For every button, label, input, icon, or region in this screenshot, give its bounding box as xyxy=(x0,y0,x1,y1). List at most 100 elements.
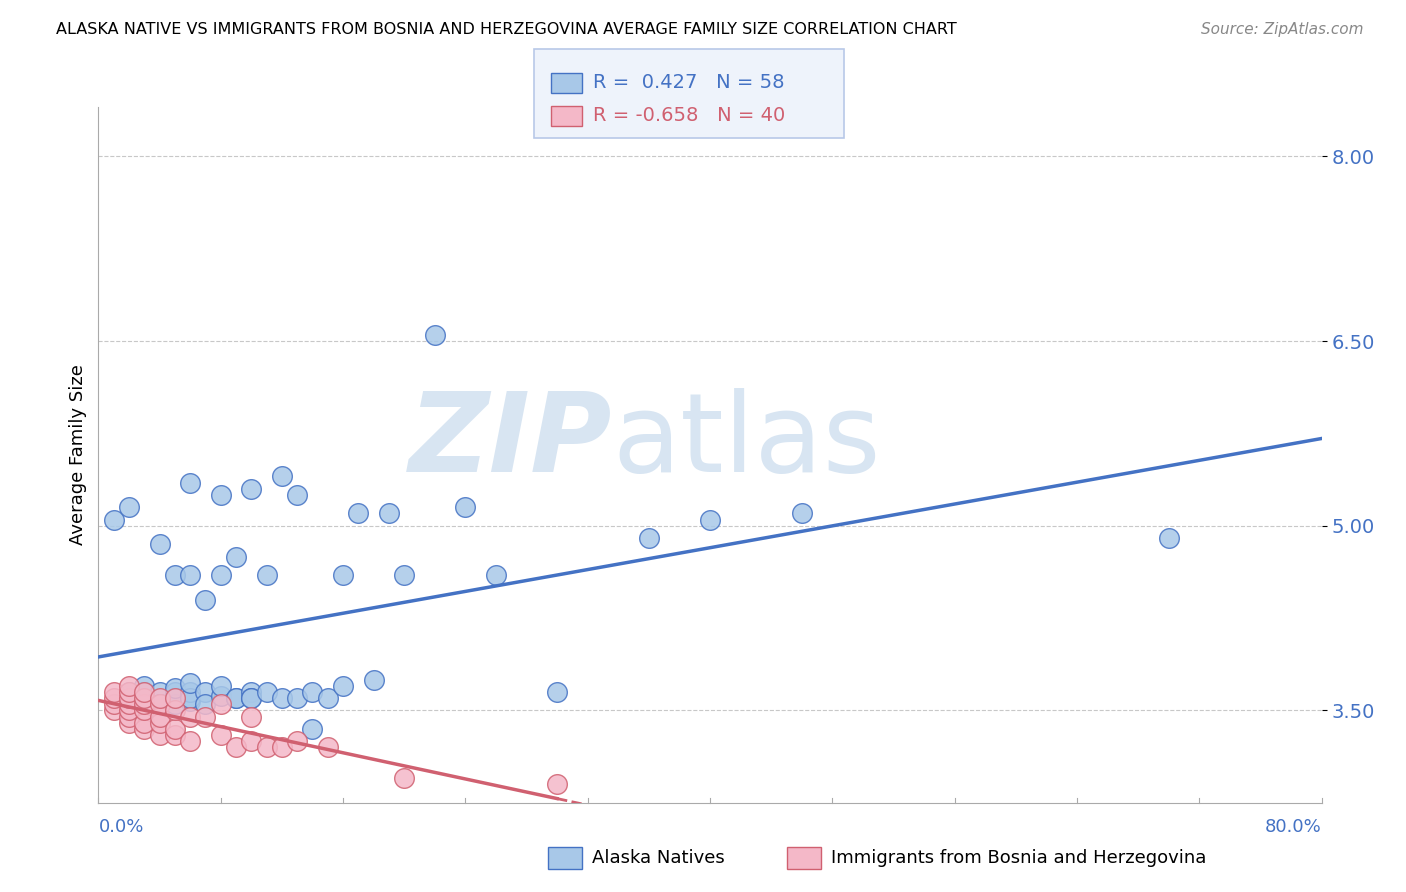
Text: R =  0.427   N = 58: R = 0.427 N = 58 xyxy=(593,73,785,93)
Point xyxy=(179,568,201,582)
Point xyxy=(163,568,186,582)
Point xyxy=(454,500,477,515)
Point xyxy=(163,698,186,712)
Point xyxy=(149,728,172,742)
Point xyxy=(209,698,232,712)
Point xyxy=(316,691,339,706)
Point xyxy=(332,679,354,693)
Point xyxy=(134,685,156,699)
Point xyxy=(270,740,292,755)
Point xyxy=(209,488,232,502)
Point xyxy=(240,685,263,699)
Text: 80.0%: 80.0% xyxy=(1265,818,1322,836)
Point xyxy=(149,685,172,699)
Point xyxy=(256,685,278,699)
Point xyxy=(546,685,568,699)
Point xyxy=(209,679,232,693)
Point xyxy=(225,691,247,706)
Point xyxy=(378,507,401,521)
Point xyxy=(225,549,247,564)
Point xyxy=(194,685,217,699)
Point xyxy=(179,475,201,490)
Point xyxy=(179,709,201,723)
Point xyxy=(194,592,217,607)
Point xyxy=(134,685,156,699)
Point xyxy=(699,512,721,526)
Text: Immigrants from Bosnia and Herzegovina: Immigrants from Bosnia and Herzegovina xyxy=(831,849,1206,867)
Point xyxy=(285,691,308,706)
Point xyxy=(118,691,141,706)
Point xyxy=(209,728,232,742)
Point xyxy=(209,689,232,703)
Point xyxy=(285,488,308,502)
Point xyxy=(163,681,186,696)
Point xyxy=(134,698,156,712)
Point xyxy=(149,709,172,723)
Point xyxy=(103,685,125,699)
Text: 0.0%: 0.0% xyxy=(98,818,143,836)
Point xyxy=(163,703,186,717)
Text: Source: ZipAtlas.com: Source: ZipAtlas.com xyxy=(1201,22,1364,37)
Point xyxy=(163,722,186,736)
Point xyxy=(240,709,263,723)
Point xyxy=(637,531,661,545)
Point xyxy=(285,734,308,748)
Point xyxy=(179,676,201,690)
Point xyxy=(347,507,370,521)
Point xyxy=(225,691,247,706)
Point xyxy=(149,698,172,712)
Point xyxy=(240,691,263,706)
Point xyxy=(163,728,186,742)
Point xyxy=(194,698,217,712)
Point xyxy=(332,568,354,582)
Point xyxy=(149,698,172,712)
Y-axis label: Average Family Size: Average Family Size xyxy=(69,365,87,545)
Point xyxy=(149,698,172,712)
Point xyxy=(301,722,323,736)
Point xyxy=(194,709,217,723)
Point xyxy=(209,568,232,582)
Point xyxy=(301,685,323,699)
Text: atlas: atlas xyxy=(612,387,880,494)
Point xyxy=(546,777,568,791)
Point xyxy=(163,685,186,699)
Point xyxy=(225,740,247,755)
Point xyxy=(392,771,416,785)
Point xyxy=(1157,531,1180,545)
Point xyxy=(163,691,186,706)
Text: R = -0.658   N = 40: R = -0.658 N = 40 xyxy=(593,106,786,126)
Point xyxy=(103,691,125,706)
Point xyxy=(118,679,141,693)
Point xyxy=(790,507,813,521)
Text: ALASKA NATIVE VS IMMIGRANTS FROM BOSNIA AND HERZEGOVINA AVERAGE FAMILY SIZE CORR: ALASKA NATIVE VS IMMIGRANTS FROM BOSNIA … xyxy=(56,22,957,37)
Text: Alaska Natives: Alaska Natives xyxy=(592,849,724,867)
Point xyxy=(256,740,278,755)
Point xyxy=(134,703,156,717)
Point xyxy=(118,715,141,730)
Point xyxy=(118,698,141,712)
Point xyxy=(118,500,141,515)
Point xyxy=(179,693,201,707)
Point xyxy=(163,691,186,706)
Point xyxy=(149,691,172,706)
Point xyxy=(316,740,339,755)
Point xyxy=(118,703,141,717)
Point xyxy=(118,709,141,723)
Point xyxy=(118,685,141,699)
Point xyxy=(134,691,156,706)
Point xyxy=(270,469,292,483)
Point xyxy=(423,327,446,342)
Point xyxy=(179,685,201,699)
Point xyxy=(118,685,141,699)
Point xyxy=(363,673,385,687)
Point xyxy=(179,734,201,748)
Point xyxy=(149,537,172,551)
Point xyxy=(134,722,156,736)
Text: ZIP: ZIP xyxy=(409,387,612,494)
Point xyxy=(270,691,292,706)
Point xyxy=(149,715,172,730)
Point xyxy=(485,568,508,582)
Point xyxy=(240,482,263,496)
Point xyxy=(256,568,278,582)
Point xyxy=(240,734,263,748)
